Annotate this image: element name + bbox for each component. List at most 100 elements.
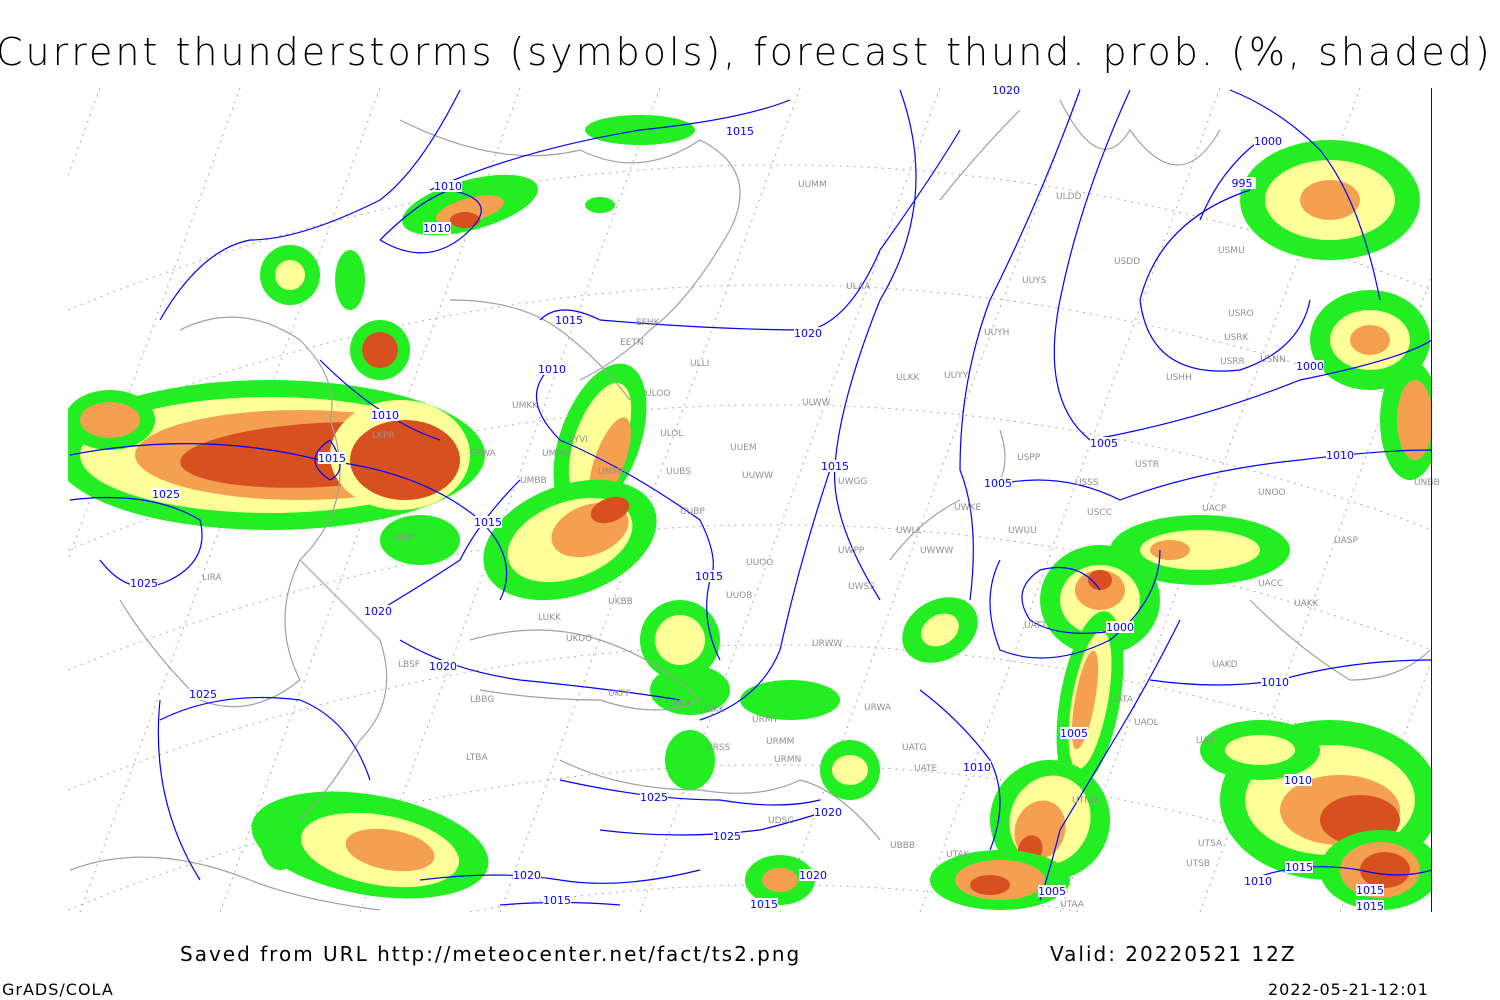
isobar-line <box>539 129 961 331</box>
meridian-line <box>639 88 941 912</box>
isobar-line <box>833 89 917 601</box>
prob-high-area <box>1397 380 1431 460</box>
station-label: ULOL <box>660 429 683 439</box>
isobar-label-bg <box>821 460 849 472</box>
saved-from-url: Saved from URL http://meteocenter.net/fa… <box>180 942 802 966</box>
station-label: LKPR <box>372 431 395 441</box>
prob-high-area <box>80 402 140 438</box>
prob-high-area <box>1300 180 1360 220</box>
station-label: ULLI <box>690 359 709 369</box>
prob-high-area <box>762 868 798 892</box>
isobar-label: 1015 <box>1356 884 1384 897</box>
meridian-line <box>919 88 1221 912</box>
station-label: USSS <box>1075 478 1099 488</box>
station-label: USMU <box>1218 246 1245 256</box>
station-label: USCC <box>1087 508 1112 518</box>
meridian-line <box>68 88 241 562</box>
isobar-label: 1020 <box>992 84 1020 97</box>
isobar-line <box>1021 566 1121 634</box>
station-label: UUBS <box>666 467 691 477</box>
isobar-label-bg <box>984 477 1012 489</box>
prob-max-area <box>450 212 480 228</box>
isobar-label: 1020 <box>794 327 822 340</box>
isobar-label-bg <box>555 314 583 326</box>
isobar-line <box>159 89 461 321</box>
station-label: URMT <box>752 715 779 725</box>
station-label: UUOO <box>746 558 773 568</box>
valid-time: Valid: 20220521 12Z <box>1050 942 1297 966</box>
isobar-label-bg <box>1326 449 1354 461</box>
isobar-label: 1020 <box>814 806 842 819</box>
station-label: USDD <box>1114 257 1140 267</box>
isobar-label-bg <box>1261 676 1289 688</box>
isobar-label-bg <box>474 516 502 528</box>
station-label: URKA <box>666 699 692 709</box>
parallel-line <box>68 524 1431 671</box>
station-label: UMKK <box>512 401 539 411</box>
isobar-label-bg <box>1296 360 1324 372</box>
isobar-label: 1025 <box>189 688 217 701</box>
station-label: UUOB <box>726 591 752 601</box>
station-label: UNOO <box>1258 488 1286 498</box>
coastline <box>999 429 1006 481</box>
isobar-label-bg <box>1356 900 1384 912</box>
isobar-label-bg <box>538 363 566 375</box>
station-label: LUKK <box>538 613 562 623</box>
coastline <box>449 299 631 401</box>
isobar-line <box>599 809 831 836</box>
isobar-label-bg <box>799 869 827 881</box>
prob-low-area <box>260 810 300 870</box>
isobar-label: 1015 <box>318 452 346 465</box>
isobar-label-bg <box>1090 437 1118 449</box>
isobar-label-bg <box>1038 885 1066 897</box>
isobar-label: 1010 <box>434 180 462 193</box>
station-label: UUWW <box>742 471 773 481</box>
isobar-label-bg <box>726 125 754 137</box>
coastline <box>1249 599 1431 681</box>
station-label: UATA <box>1110 695 1134 705</box>
isobar-label: 1025 <box>152 488 180 501</box>
meridian-line <box>68 88 101 178</box>
isobar-label-bg <box>963 761 991 773</box>
isobar-label-bg <box>318 452 346 464</box>
station-label: URMM <box>766 737 794 747</box>
station-label: LBBG <box>470 695 494 705</box>
station-label: URMN <box>774 755 801 765</box>
station-label: UUYH <box>984 328 1009 338</box>
station-label: UBBB <box>890 841 915 851</box>
isobar-label-bg <box>1244 875 1272 887</box>
prob-low-area <box>380 515 460 565</box>
isobar-label-bg <box>640 791 668 803</box>
isobar-label-bg <box>1254 135 1282 147</box>
station-label: UAOL <box>1134 718 1159 728</box>
station-label: UATT <box>1024 621 1047 631</box>
station-label: EETN <box>620 338 644 348</box>
coastline <box>889 499 961 561</box>
isobar-line <box>399 639 681 701</box>
isobar-label: 1010 <box>423 222 451 235</box>
station-label: LIRA <box>202 573 223 583</box>
prob-mid-area <box>1225 735 1295 765</box>
isobar-label: 1000 <box>1106 621 1134 634</box>
isobar-label-bg <box>371 409 399 421</box>
prob-mid-area <box>921 613 959 647</box>
station-label: UWSS <box>848 582 875 592</box>
prob-max-area <box>1088 570 1112 590</box>
isobar-label-bg <box>1060 727 1088 739</box>
isobar-label: 1000 <box>1296 360 1324 373</box>
isobar-line <box>699 469 831 721</box>
station-label: UTNN <box>1072 796 1098 806</box>
isobar-line <box>157 699 201 881</box>
isobar-label-bg <box>794 327 822 339</box>
station-label: UAKD <box>1212 660 1238 670</box>
map-frame-edge <box>1431 88 1432 912</box>
station-label: UUYS <box>1022 276 1047 286</box>
coastline <box>559 759 881 841</box>
station-label: USHH <box>1166 373 1192 383</box>
station-label: USRR <box>1220 357 1245 367</box>
parallel-line <box>68 284 1431 431</box>
isobar-line <box>1139 189 1311 372</box>
isobar-label: 1015 <box>750 898 778 911</box>
meridian-line <box>779 88 1081 912</box>
